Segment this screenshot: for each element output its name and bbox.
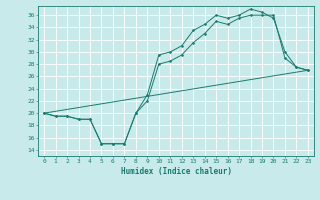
X-axis label: Humidex (Indice chaleur): Humidex (Indice chaleur) [121, 167, 231, 176]
